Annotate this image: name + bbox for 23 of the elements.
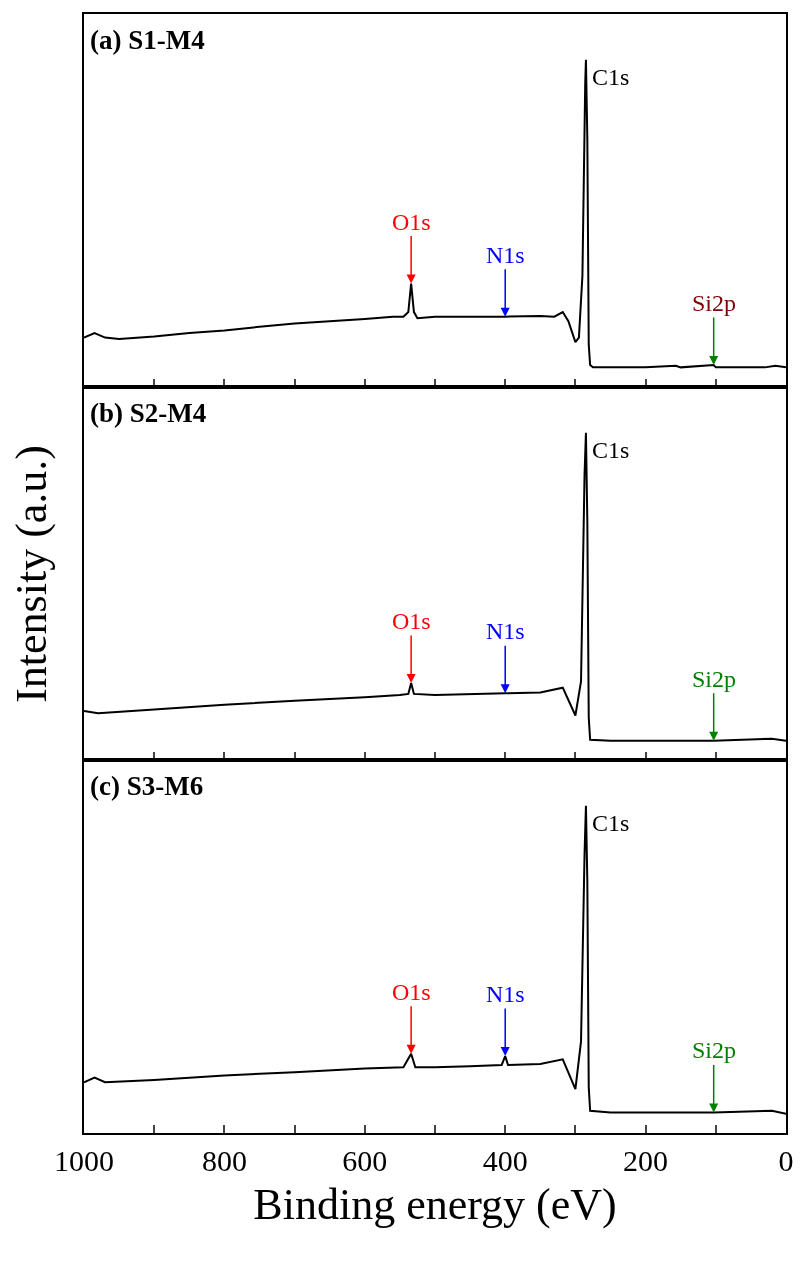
x-tick-label: 1000 — [54, 1144, 114, 1177]
y-axis-title: Intensity (a.u.) — [6, 445, 56, 703]
annotation: C1s — [592, 437, 630, 463]
x-tick-label: 200 — [623, 1144, 669, 1177]
annotation: Si2p — [692, 1037, 737, 1063]
x-tick-label: 400 — [482, 1144, 528, 1177]
x-axis-title: Binding energy (eV) — [253, 1179, 617, 1229]
x-tick-label: 0 — [778, 1144, 794, 1177]
annotation: O1s — [392, 608, 431, 634]
chart-title: (a) S1-M4 — [90, 25, 205, 55]
annotation: O1s — [392, 979, 431, 1005]
x-tick-label: 800 — [201, 1144, 247, 1177]
x-tick-label: 600 — [342, 1144, 388, 1177]
annotation: Si2p — [692, 290, 737, 316]
chart-title: (b) S2-M4 — [90, 398, 207, 428]
annotation: C1s — [592, 810, 630, 836]
annotation: N1s — [486, 242, 525, 268]
annotation: N1s — [486, 981, 525, 1007]
chart-title: (c) S3-M6 — [90, 771, 204, 801]
annotation: C1s — [592, 64, 630, 90]
annotation: N1s — [486, 618, 525, 644]
annotation: O1s — [392, 209, 431, 235]
annotation: Si2p — [692, 666, 737, 692]
